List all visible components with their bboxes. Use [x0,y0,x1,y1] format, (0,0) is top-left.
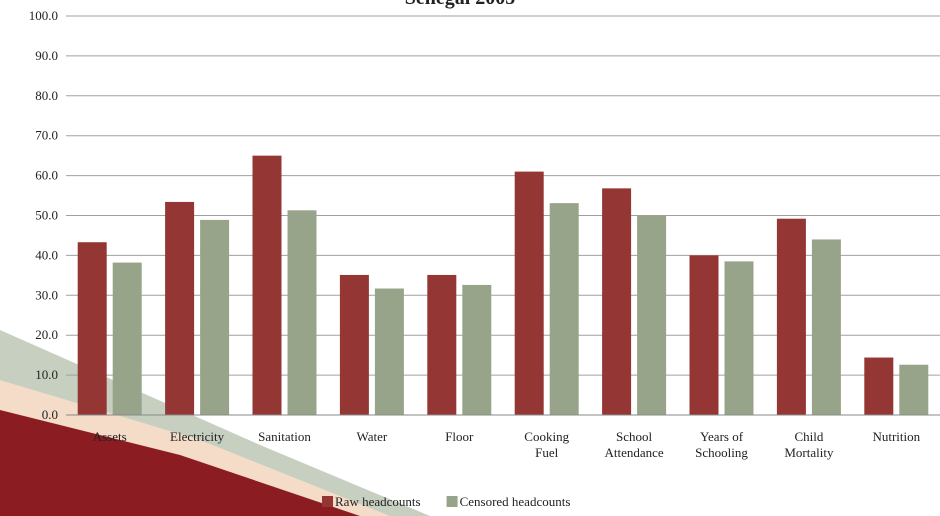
bar [776,218,806,415]
y-tick-label: 100.0 [29,8,58,23]
y-tick-label: 50.0 [35,208,58,223]
bar [374,288,404,415]
x-tick-label: Sanitation [258,429,311,444]
y-tick-label: 90.0 [35,48,58,63]
y-tick-label: 40.0 [35,247,58,262]
x-tick-label: Fuel [535,445,559,460]
x-tick-label: Water [357,429,388,444]
y-tick-label: 70.0 [35,128,58,143]
legend-label: Raw headcounts [335,494,421,509]
bar [112,262,142,415]
x-tick-label: School [616,429,653,444]
bar [77,242,107,415]
x-tick-label: Assets [93,429,127,444]
bar [811,239,841,415]
y-tick-label: 0.0 [42,407,58,422]
bar [252,155,282,415]
bar [602,188,632,415]
legend-label: Censored headcounts [460,494,571,509]
x-tick-label: Child [794,429,823,444]
chart-title: Senegal 2005 [405,0,516,9]
x-tick-label: Schooling [695,445,748,460]
bar [514,171,544,415]
y-tick-label: 10.0 [35,367,58,382]
swoosh-dark [0,410,360,516]
bar [899,364,929,415]
bar [427,274,457,415]
bar [287,210,317,415]
bar [462,284,492,415]
x-tick-label: Attendance [604,445,663,460]
bar [724,261,754,415]
x-tick-label: Years of [700,429,744,444]
y-tick-label: 80.0 [35,88,58,103]
bar [549,203,579,415]
y-tick-label: 60.0 [35,168,58,183]
bar [339,274,369,415]
bar [165,201,195,415]
x-tick-label: Cooking [524,429,569,444]
y-tick-label: 20.0 [35,327,58,342]
legend-swatch [322,496,333,507]
x-tick-label: Floor [445,429,474,444]
bar [689,255,719,415]
legend-swatch [446,496,458,507]
x-tick-label: Mortality [784,445,834,460]
bar [637,215,667,415]
x-tick-label: Electricity [170,429,225,444]
bar [200,219,230,415]
bar [864,357,894,415]
x-tick-label: Nutrition [872,429,920,444]
y-tick-label: 30.0 [35,287,58,302]
